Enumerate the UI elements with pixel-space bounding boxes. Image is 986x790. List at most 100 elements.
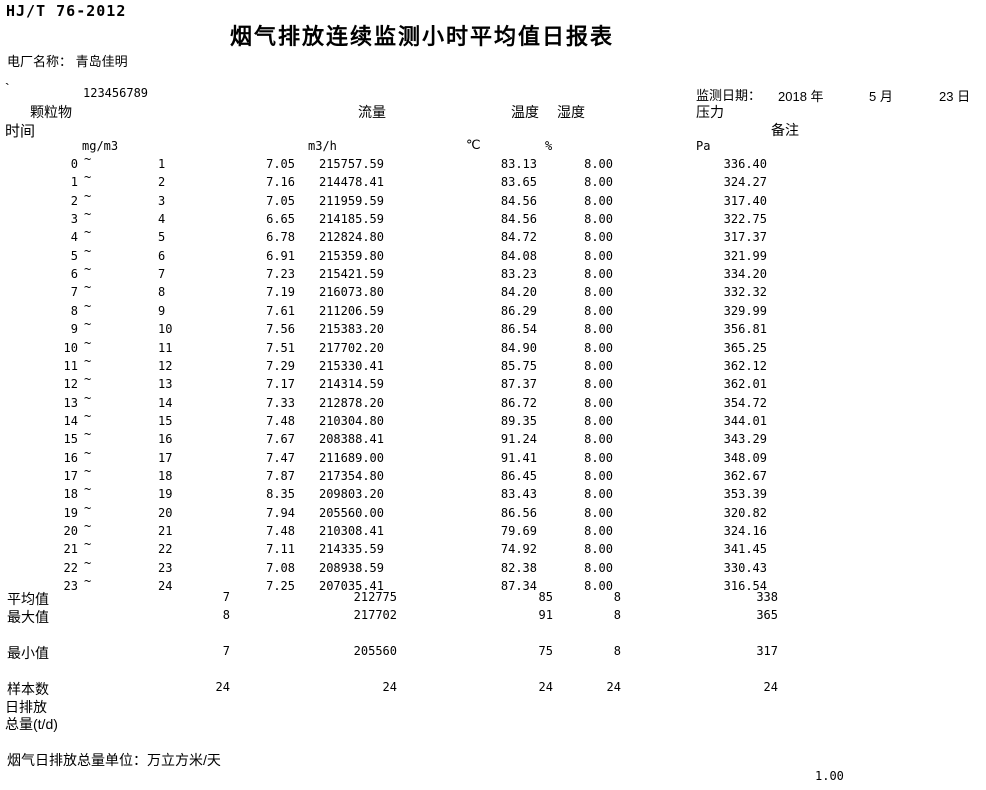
page-title: 烟气排放连续监测小时平均值日报表 — [230, 24, 615, 49]
hour-end-cell: 4 — [158, 212, 166, 227]
table-row: 18 ~19 8.35 209803.20 83.43 8.00 353.39 — [0, 482, 986, 503]
hour-start-cell: 14 — [63, 413, 78, 428]
tilde-separator: ~ — [84, 427, 92, 442]
summary-row-average: 平均值 7 212775 85 8 338 — [0, 590, 986, 607]
particulate-value-cell: 7.08 — [266, 560, 295, 575]
hour-end-cell: 14 — [158, 395, 173, 410]
particulate-value-cell: 6.65 — [266, 212, 295, 227]
humidity-value-cell: 8.00 — [584, 248, 613, 263]
standard-code: HJ/T 76-2012 — [6, 2, 127, 20]
summary-row-label: 样本数 — [7, 681, 49, 697]
table-row: 8 ~9 7.61 211206.59 86.29 8.00 329.99 — [0, 299, 986, 320]
particulate-value-cell: 7.48 — [266, 413, 295, 428]
flow-value-cell: 209803.20 — [318, 487, 384, 502]
hour-start-cell: 21 — [63, 542, 78, 557]
column-header-time: 时间 — [5, 123, 36, 140]
summary-row-label: 平均值 — [7, 591, 49, 607]
hour-end-cell: 10 — [158, 322, 173, 337]
table-row: 15 ~16 7.67 208388.41 91.24 8.00 343.29 — [0, 427, 986, 448]
pressure-value-cell: 322.75 — [723, 212, 767, 227]
flow-value-cell: 215383.20 — [318, 322, 384, 337]
table-row: 5 ~6 6.91 215359.80 84.08 8.00 321.99 — [0, 244, 986, 265]
particulate-value-cell: 7.87 — [266, 468, 295, 483]
summary-temperature-cell: 85 — [538, 590, 553, 604]
pressure-value-cell: 329.99 — [723, 303, 767, 318]
summary-flow-cell: 205560 — [353, 644, 397, 658]
hour-end-cell: 9 — [158, 303, 166, 318]
hour-end-cell: 1 — [158, 157, 166, 171]
particulate-value-cell: 7.47 — [266, 450, 295, 465]
daily-emission-label: 日排放 — [5, 699, 47, 715]
hour-end-cell: 2 — [158, 175, 166, 190]
summary-temperature-cell: 91 — [538, 608, 553, 622]
table-row: 21 ~22 7.11 214335.59 74.92 8.00 341.45 — [0, 537, 986, 558]
summary-humidity-cell: 8 — [613, 590, 621, 604]
hour-end-cell: 8 — [158, 285, 166, 300]
hour-start-cell: 17 — [63, 468, 78, 483]
daily-total-label: 总量(t/d) — [5, 716, 58, 732]
flow-value-cell: 214314.59 — [318, 377, 384, 392]
particulate-value-cell: 8.35 — [266, 487, 295, 502]
table-row: 0 ~1 7.05 215757.59 83.13 8.00 336.40 — [0, 152, 986, 173]
table-row: 7 ~8 7.19 216073.80 84.20 8.00 332.32 — [0, 280, 986, 301]
temperature-value-cell: 86.72 — [500, 395, 537, 410]
particulate-value-cell: 7.48 — [266, 524, 295, 538]
humidity-value-cell: 8.00 — [584, 579, 613, 594]
humidity-value-cell: 8.00 — [584, 395, 613, 410]
particulate-value-cell: 7.29 — [266, 358, 295, 373]
flow-value-cell: 210304.80 — [318, 413, 384, 428]
particulate-value-cell: 7.16 — [266, 175, 295, 190]
unit-flow: m3/h — [308, 139, 337, 153]
pressure-value-cell: 336.40 — [723, 157, 767, 171]
pressure-value-cell: 317.40 — [723, 193, 767, 208]
summary-flow-cell: 217702 — [353, 608, 397, 622]
temperature-value-cell: 83.65 — [500, 175, 537, 190]
table-row: 16 ~17 7.47 211689.00 91.41 8.00 348.09 — [0, 446, 986, 467]
hour-start-cell: 15 — [63, 432, 78, 447]
column-header-particulate: 颗粒物 — [30, 104, 72, 120]
serial-number: 123456789 — [83, 86, 149, 100]
temperature-value-cell: 84.08 — [500, 248, 537, 263]
hour-start-cell: 9 — [70, 322, 78, 337]
hour-end-cell: 19 — [158, 487, 173, 502]
column-header-remark: 备注 — [771, 122, 799, 138]
flow-value-cell: 212878.20 — [318, 395, 384, 410]
hour-start-cell: 3 — [70, 212, 78, 227]
tilde-separator: ~ — [84, 225, 92, 240]
temperature-value-cell: 91.41 — [500, 450, 537, 465]
flow-value-cell: 215359.80 — [318, 248, 384, 263]
temperature-value-cell: 86.56 — [500, 505, 537, 520]
tilde-separator: ~ — [84, 353, 92, 368]
hour-start-cell: 18 — [63, 487, 78, 502]
flow-value-cell: 214335.59 — [318, 542, 384, 557]
monitor-date-day: 23 日 — [939, 89, 971, 104]
pressure-value-cell: 356.81 — [723, 322, 767, 337]
pressure-value-cell: 344.01 — [723, 413, 767, 428]
flow-value-cell: 212824.80 — [318, 230, 384, 245]
tilde-separator: ~ — [84, 537, 92, 552]
temperature-value-cell: 89.35 — [500, 413, 537, 428]
summary-pressure-cell: 365 — [756, 608, 778, 622]
flow-value-cell: 210308.41 — [318, 524, 384, 538]
flow-value-cell: 207035.41 — [318, 579, 384, 594]
flow-value-cell: 217354.80 — [318, 468, 384, 483]
flow-value-cell: 211206.59 — [318, 303, 384, 318]
plant-name-line: 电厂名称： 青岛佳明 — [7, 51, 128, 70]
humidity-value-cell: 8.00 — [584, 524, 613, 538]
hour-start-cell: 8 — [70, 303, 78, 318]
humidity-value-cell: 8.00 — [584, 487, 613, 502]
table-row: 10 ~11 7.51 217702.20 84.90 8.00 365.25 — [0, 336, 986, 357]
hour-start-cell: 19 — [63, 505, 78, 520]
particulate-value-cell: 7.51 — [266, 340, 295, 355]
temperature-value-cell: 84.90 — [500, 340, 537, 355]
monitor-date-month: 5 月 — [869, 89, 893, 104]
humidity-value-cell: 8.00 — [584, 358, 613, 373]
temperature-value-cell: 84.56 — [500, 212, 537, 227]
summary-row-label: 最小值 — [7, 645, 49, 661]
pressure-value-cell: 362.67 — [723, 468, 767, 483]
pressure-value-cell: 324.27 — [723, 175, 767, 190]
plant-name-value: 青岛佳明 — [75, 54, 128, 69]
hour-end-cell: 15 — [158, 413, 173, 428]
humidity-value-cell: 8.00 — [584, 450, 613, 465]
summary-flow-cell: 212775 — [353, 590, 397, 604]
